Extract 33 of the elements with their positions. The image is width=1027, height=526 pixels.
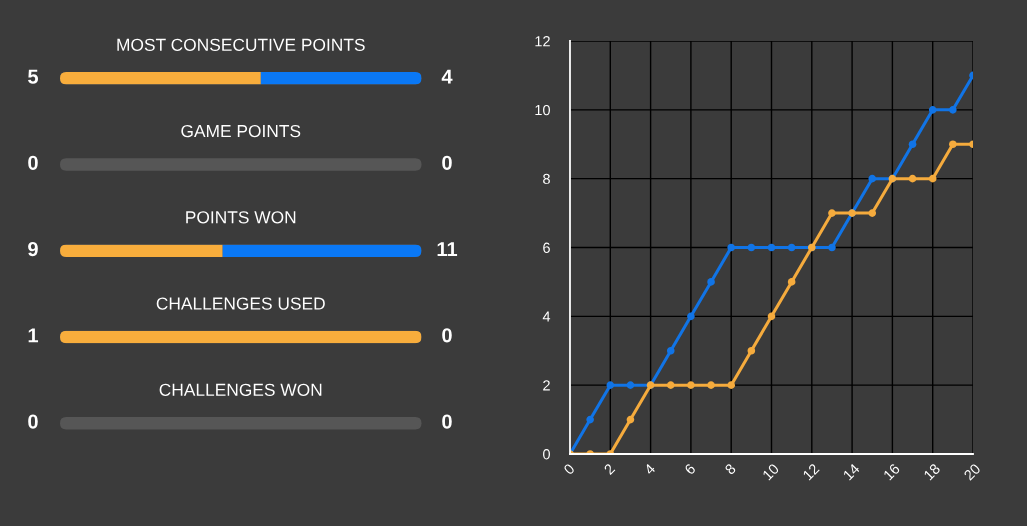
y-tick-label: 0 — [543, 449, 550, 460]
category-label: MOST CONSECUTIVE POINTS — [117, 38, 365, 51]
y-tick-label: 6 — [543, 242, 550, 253]
x-tick-label: 20 — [963, 463, 982, 481]
x-tick-label: 0 — [563, 463, 576, 476]
data-label: 0 — [28, 155, 38, 170]
y-tick-label: 10 — [535, 104, 550, 116]
y-tick-label: 12 — [535, 36, 550, 47]
x-tick-label: 10 — [762, 463, 780, 481]
y-tick-label: 8 — [543, 173, 550, 185]
x-tick-label: 8 — [724, 463, 737, 476]
data-label: 5 — [28, 69, 39, 84]
data-label: 0 — [442, 328, 452, 343]
x-tick-label: 14 — [842, 463, 861, 481]
x-tick-label: 4 — [643, 463, 656, 476]
data-label: 0 — [442, 414, 452, 429]
category-label: GAME POINTS — [181, 124, 301, 138]
data-label: 4 — [441, 69, 453, 84]
y-tick-label: 2 — [543, 380, 550, 391]
x-tick-label: 6 — [684, 463, 697, 476]
category-label: POINTS WON — [186, 211, 296, 224]
category-label: CHALLENGES WON — [159, 383, 322, 396]
data-label: 0 — [28, 414, 38, 429]
x-tick-label: 2 — [603, 463, 616, 476]
x-tick-label: 18 — [923, 463, 941, 481]
x-tick-label: 16 — [882, 463, 901, 481]
data-label: 0 — [442, 155, 452, 170]
data-label: 11 — [437, 242, 458, 257]
category-label: CHALLENGES USED — [156, 297, 325, 310]
y-tick-label: 4 — [542, 311, 551, 322]
data-label: 1 — [28, 328, 39, 343]
x-tick-label: 12 — [802, 463, 820, 481]
data-label: 9 — [28, 241, 38, 257]
